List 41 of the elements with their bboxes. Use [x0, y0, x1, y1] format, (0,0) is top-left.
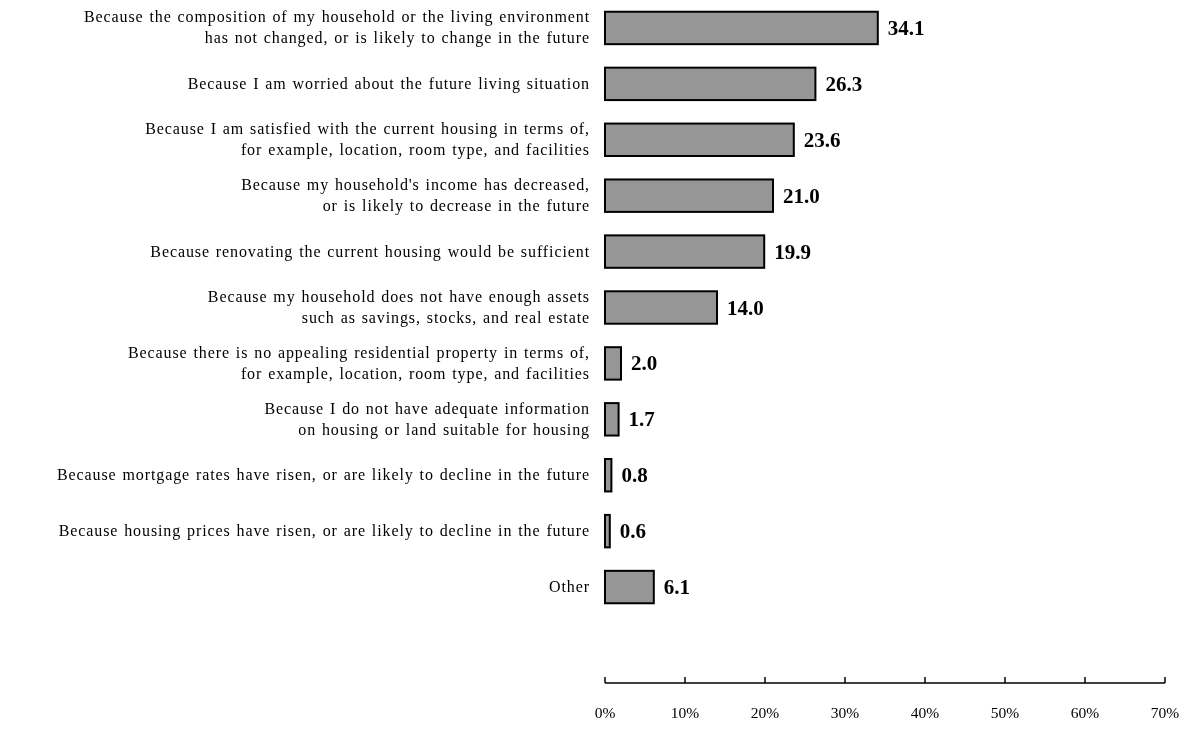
- data-label: 6.1: [663, 575, 691, 600]
- bar: [604, 402, 620, 437]
- x-tick-label: 30%: [830, 704, 860, 721]
- bar: [604, 569, 655, 605]
- y-tick-label: Because I do not have adequate information on housing or land suitable for housing: [264, 399, 590, 439]
- x-tick-label: 70%: [1150, 704, 1180, 721]
- bar: [604, 458, 613, 493]
- y-tick-label: Because my household does not have enough assets such as savings, stocks, and real estate: [207, 288, 590, 327]
- bar: [604, 513, 611, 549]
- y-tick-label: Other: [549, 578, 590, 596]
- bar: [604, 290, 718, 325]
- data-label: 0.6: [619, 519, 647, 544]
- y-tick-label: Because there is no appealing residential property in terms of, for example, location, room type, and facilities: [127, 343, 590, 383]
- data-label: 34.1: [887, 15, 925, 40]
- y-tick-label: Because I am worried about the future living situation: [187, 74, 590, 93]
- bar: [604, 66, 817, 102]
- data-label: 26.3: [825, 71, 863, 96]
- x-tick-label: 40%: [910, 704, 940, 721]
- data-label: 19.9: [774, 239, 811, 264]
- y-tick-label: Because housing prices have risen, or are likely to decline in the future: [58, 522, 590, 541]
- x-tick-label: 20%: [750, 704, 780, 721]
- data-label: 14.0: [727, 295, 764, 320]
- y-tick-label: Because mortgage rates have risen, or are likely to decline in the future: [56, 466, 590, 485]
- data-label: 23.6: [803, 127, 841, 152]
- bar: [604, 178, 774, 213]
- bar: [604, 234, 766, 269]
- y-tick-label: Because I am satisfied with the current housing in terms of, for example, location, room type, and facilities: [145, 120, 590, 160]
- bar: [604, 122, 795, 157]
- x-tick-label: 50%: [990, 704, 1020, 721]
- y-tick-label: Because my household's income has decreased, or is likely to decrease in the future: [241, 176, 590, 216]
- bar: [604, 346, 622, 381]
- x-tick-label: 10%: [670, 704, 700, 721]
- y-tick-label: Because renovating the current housing would be sufficient: [150, 242, 590, 261]
- data-label: 21.0: [783, 183, 820, 208]
- data-label: 2.0: [631, 351, 658, 376]
- y-tick-label: Because the composition of my household or the living environment has not changed, or is likely to change in the future: [83, 8, 590, 48]
- bar: [604, 10, 879, 46]
- x-tick-label: 60%: [1070, 704, 1100, 721]
- data-label: 1.7: [628, 407, 655, 432]
- x-tick-label: 0%: [594, 704, 616, 721]
- data-label: 0.8: [621, 463, 648, 488]
